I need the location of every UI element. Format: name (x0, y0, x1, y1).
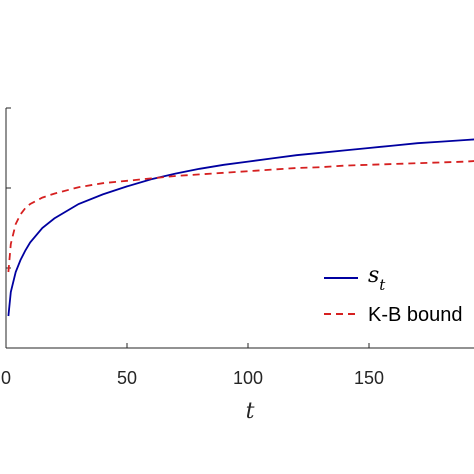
legend-label-s-base: s (368, 263, 379, 288)
x-tick-label: 150 (354, 368, 384, 388)
series-line-kb (7, 160, 474, 273)
series-group (7, 138, 474, 317)
x-axis-label: t (246, 399, 255, 424)
x-axis-ticks: 0 50 100 150 (1, 343, 384, 388)
legend: st K-B bound (324, 263, 463, 326)
series-line-s (7, 138, 474, 317)
axes (5, 107, 474, 349)
legend-label-kb: K-B bound (368, 304, 463, 326)
x-tick-label: 100 (233, 368, 263, 388)
x-tick-label: 0 (1, 368, 11, 388)
x-tick-label: 50 (117, 368, 137, 388)
legend-label-s: st (368, 263, 386, 294)
legend-label-s-subscript: t (379, 276, 386, 294)
